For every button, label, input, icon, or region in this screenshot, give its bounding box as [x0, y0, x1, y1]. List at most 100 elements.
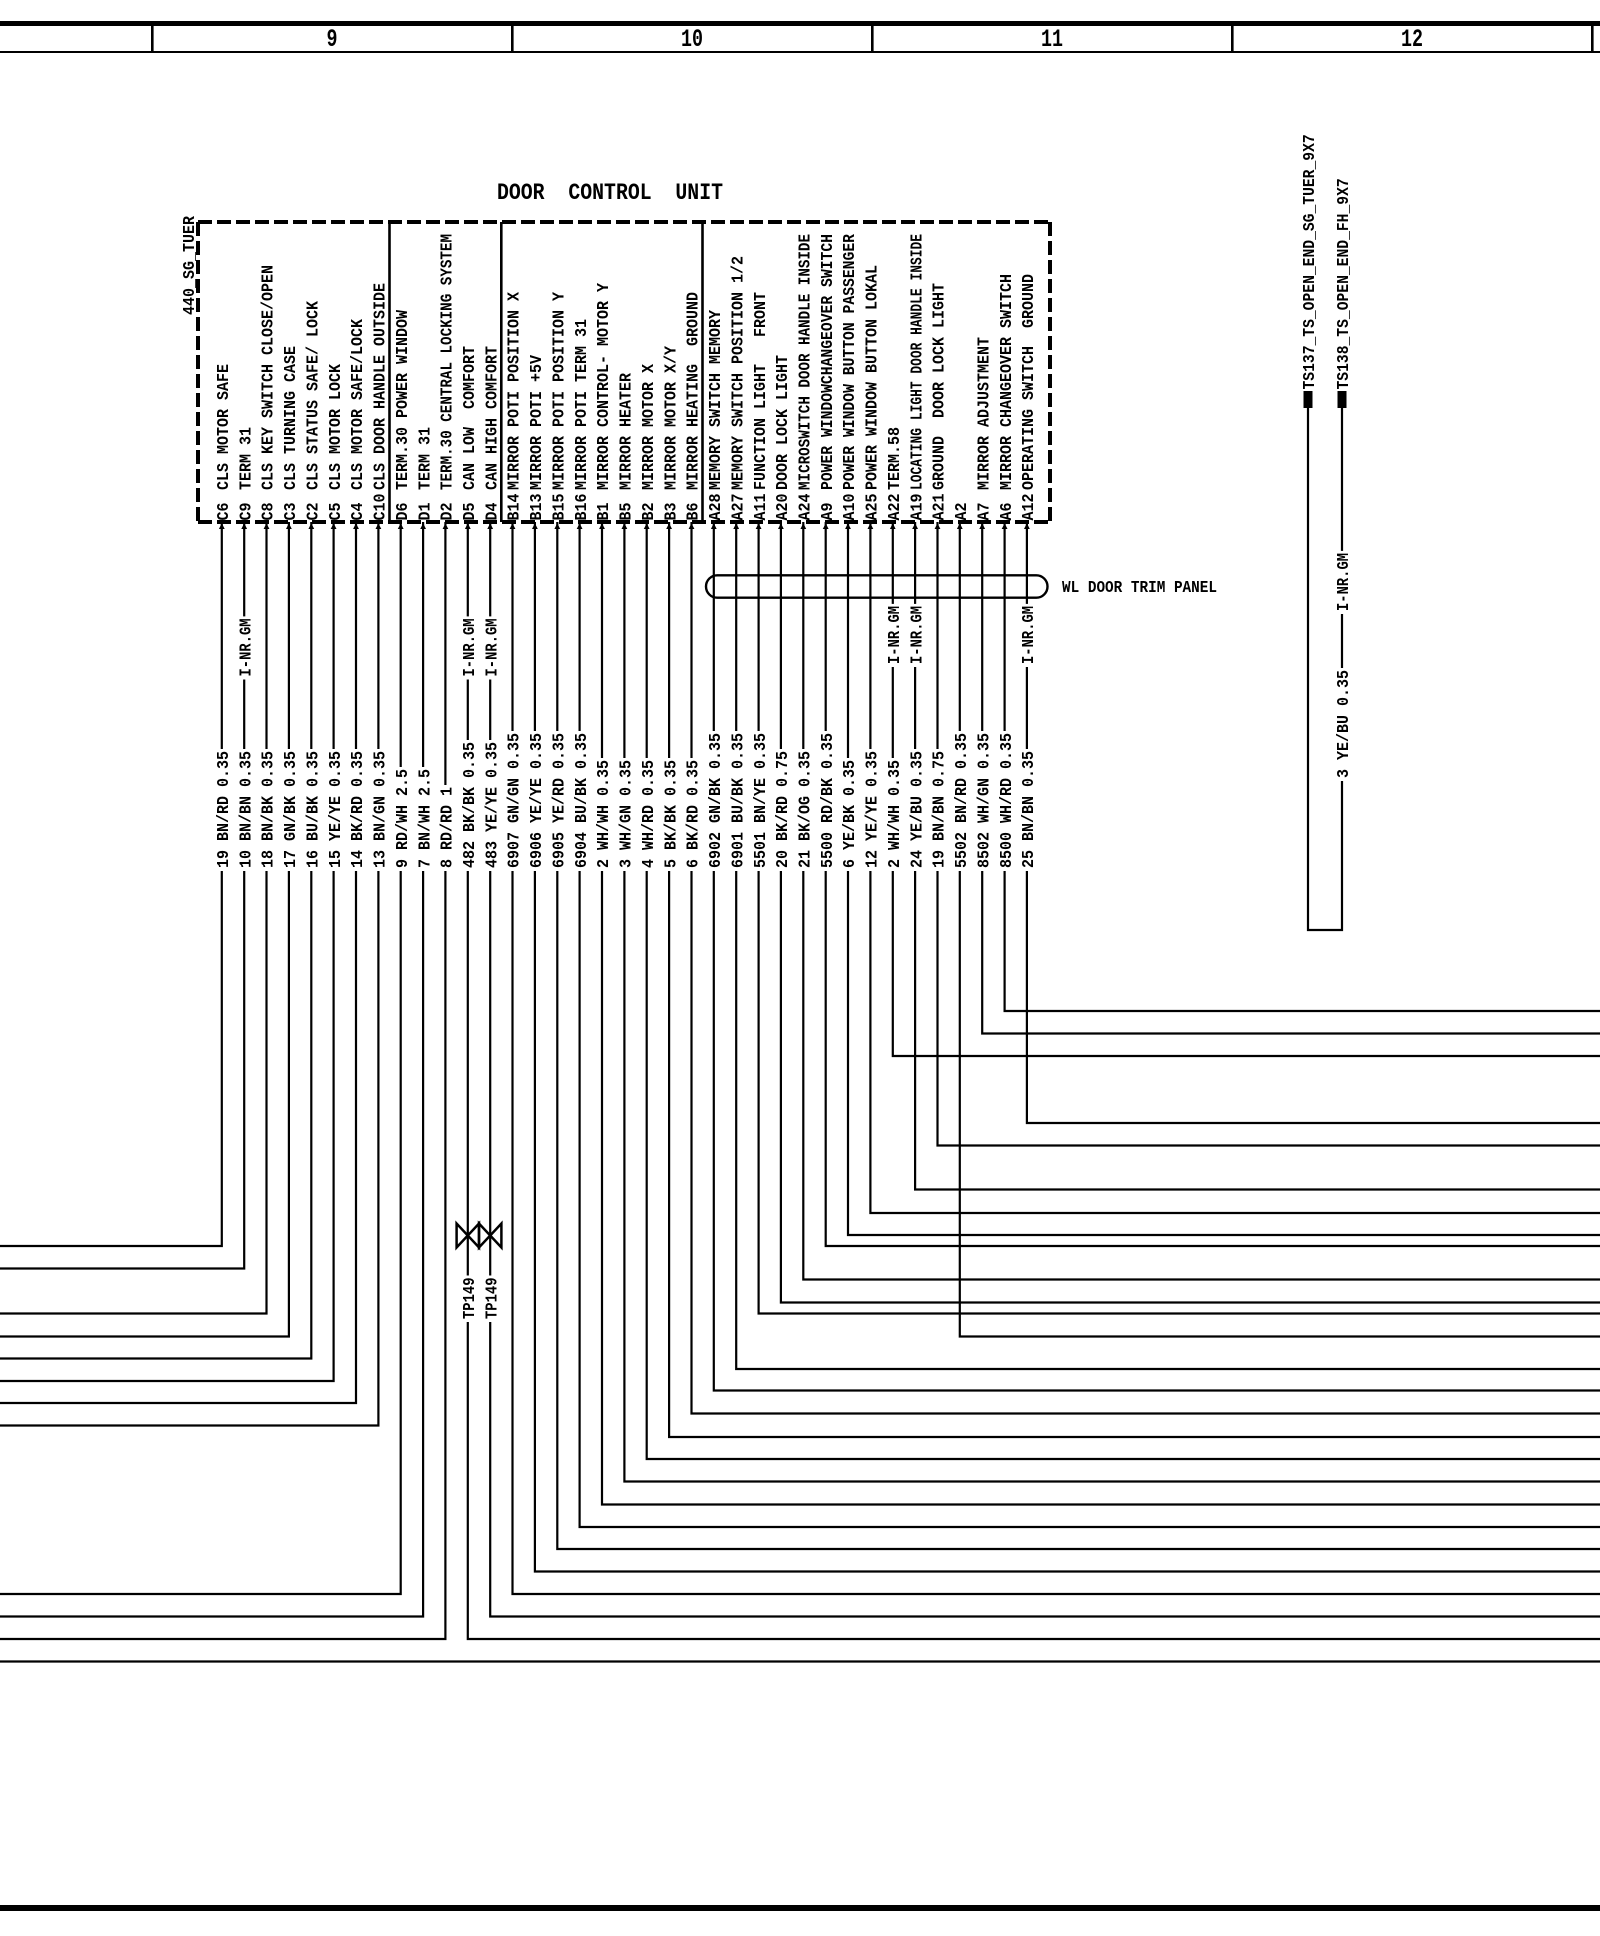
- svg-text:B14: B14: [506, 494, 525, 521]
- svg-text:A21: A21: [931, 494, 950, 521]
- svg-text:A6: A6: [998, 502, 1017, 520]
- svg-text:A20: A20: [774, 494, 793, 521]
- svg-text:MIRROR CHANGEOVER SWITCH: MIRROR CHANGEOVER SWITCH: [998, 274, 1017, 490]
- svg-text:A28: A28: [707, 494, 726, 521]
- svg-text:TS137_TS_OPEN_END_SG_TUER_9X7: TS137_TS_OPEN_END_SG_TUER_9X7: [1301, 134, 1320, 389]
- svg-text:I-NR.GM: I-NR.GM: [1020, 606, 1039, 664]
- svg-text:I-NR.GM: I-NR.GM: [908, 606, 927, 664]
- svg-text:5502 BN/RD 0.35: 5502 BN/RD 0.35: [953, 733, 972, 868]
- svg-text:I-NR.GM: I-NR.GM: [1335, 553, 1354, 611]
- svg-text:19 BN/RD 0.35: 19 BN/RD 0.35: [215, 751, 234, 868]
- svg-text:5 BK/BK 0.35: 5 BK/BK 0.35: [662, 760, 681, 868]
- svg-text:A25: A25: [864, 494, 883, 521]
- svg-text:17 GN/BK 0.35: 17 GN/BK 0.35: [282, 751, 301, 868]
- svg-text:CLS TURNING CASE: CLS TURNING CASE: [282, 346, 301, 490]
- svg-text:C8: C8: [260, 503, 279, 521]
- svg-text:7 BN/WH 2.5: 7 BN/WH 2.5: [416, 769, 435, 868]
- svg-text:B16: B16: [573, 494, 592, 521]
- svg-text:TERM.30 CENTRAL LOCKING SYSTEM: TERM.30 CENTRAL LOCKING SYSTEM: [439, 234, 458, 490]
- svg-text:B15: B15: [551, 494, 570, 521]
- svg-text:MIRROR POTI POSITION Y: MIRROR POTI POSITION Y: [551, 291, 570, 490]
- svg-text:MEMORY SWITCH MEMORY: MEMORY SWITCH MEMORY: [707, 309, 726, 490]
- svg-text:6904 BU/BK 0.35: 6904 BU/BK 0.35: [573, 733, 592, 868]
- svg-text:482 BK/BK 0.35: 482 BK/BK 0.35: [461, 742, 480, 868]
- svg-text:6905 YE/RD 0.35: 6905 YE/RD 0.35: [551, 733, 570, 868]
- svg-text:CAN LOW COMFORT: CAN LOW COMFORT: [461, 346, 480, 490]
- svg-text:I-NR.GM: I-NR.GM: [461, 618, 480, 676]
- svg-text:D1: D1: [416, 503, 435, 521]
- svg-text:12: 12: [1401, 25, 1423, 54]
- svg-text:10 BN/BN 0.35: 10 BN/BN 0.35: [237, 751, 256, 868]
- svg-text:MIRROR POTI +5V: MIRROR POTI +5V: [528, 354, 547, 490]
- svg-text:CLS MOTOR SAFE: CLS MOTOR SAFE: [215, 364, 234, 490]
- svg-text:GROUND DOOR LOCK LIGHT: GROUND DOOR LOCK LIGHT: [931, 283, 950, 490]
- svg-text:C2: C2: [305, 503, 324, 521]
- svg-text:20 BK/RD 0.75: 20 BK/RD 0.75: [774, 751, 793, 868]
- svg-text:4 WH/RD 0.35: 4 WH/RD 0.35: [640, 760, 659, 868]
- svg-text:CAN HIGH COMFORT: CAN HIGH COMFORT: [483, 346, 502, 490]
- svg-text:C4: C4: [349, 503, 368, 521]
- svg-text:B2: B2: [640, 503, 659, 521]
- svg-text:A22: A22: [886, 494, 905, 521]
- svg-text:B3: B3: [662, 503, 681, 521]
- svg-text:3 YE/BU 0.35: 3 YE/BU 0.35: [1335, 670, 1354, 778]
- svg-text:I-NR.GM: I-NR.GM: [483, 618, 502, 676]
- svg-text:5501 BN/YE 0.35: 5501 BN/YE 0.35: [752, 733, 771, 868]
- svg-text:2 WH/WH 0.35: 2 WH/WH 0.35: [595, 760, 614, 868]
- svg-text:6901 BU/BK 0.35: 6901 BU/BK 0.35: [729, 733, 748, 868]
- svg-text:A24: A24: [797, 494, 816, 521]
- svg-text:C3: C3: [282, 503, 301, 521]
- svg-text:8502 WH/GN 0.35: 8502 WH/GN 0.35: [975, 733, 994, 868]
- svg-text:MIRROR HEATING GROUND: MIRROR HEATING GROUND: [685, 292, 704, 490]
- svg-text:POWER WINDOW BUTTON PASSENGER: POWER WINDOW BUTTON PASSENGER: [841, 233, 860, 490]
- svg-text:I-NR.GM: I-NR.GM: [886, 606, 905, 664]
- svg-text:A11: A11: [752, 494, 771, 521]
- svg-text:A10: A10: [841, 494, 860, 521]
- svg-text:25 BN/BN 0.35: 25 BN/BN 0.35: [1020, 751, 1039, 868]
- svg-text:A2: A2: [953, 503, 972, 521]
- svg-text:I-NR.GM: I-NR.GM: [237, 618, 256, 676]
- svg-text:3 WH/GN 0.35: 3 WH/GN 0.35: [618, 760, 637, 868]
- svg-text:TERM 31: TERM 31: [416, 427, 435, 490]
- svg-text:18 BN/BK 0.35: 18 BN/BK 0.35: [260, 751, 279, 868]
- svg-text:CLS DOOR HANDLE OUTSIDE: CLS DOOR HANDLE OUTSIDE: [372, 283, 391, 490]
- svg-text:6 BK/RD 0.35: 6 BK/RD 0.35: [685, 760, 704, 868]
- svg-text:TP149: TP149: [461, 1278, 480, 1320]
- svg-text:CLS MOTOR LOCK: CLS MOTOR LOCK: [327, 363, 346, 490]
- svg-text:TS138_TS_OPEN_END_FH_9X7: TS138_TS_OPEN_END_FH_9X7: [1335, 178, 1354, 389]
- svg-text:A9: A9: [819, 503, 838, 521]
- svg-text:MIRROR HEATER: MIRROR HEATER: [618, 372, 637, 490]
- svg-text:MIRROR MOTOR X: MIRROR MOTOR X: [640, 363, 659, 490]
- svg-text:A19: A19: [908, 494, 927, 521]
- svg-text:B1: B1: [595, 503, 614, 521]
- svg-text:6902 GN/BK 0.35: 6902 GN/BK 0.35: [707, 733, 726, 868]
- svg-text:D6: D6: [394, 503, 413, 521]
- svg-text:B13: B13: [528, 494, 547, 521]
- svg-text:5500 RD/BK 0.35: 5500 RD/BK 0.35: [819, 733, 838, 868]
- svg-text:MIRROR POTI POSITION X: MIRROR POTI POSITION X: [506, 291, 525, 490]
- svg-text:MIRROR CONTROL- MOTOR Y: MIRROR CONTROL- MOTOR Y: [595, 282, 614, 490]
- svg-text:9: 9: [327, 25, 338, 54]
- svg-text:D2: D2: [439, 503, 458, 521]
- svg-text:C6: C6: [215, 503, 234, 521]
- svg-text:A12: A12: [1020, 494, 1039, 521]
- svg-text:C9: C9: [237, 503, 256, 521]
- svg-text:DOOR LOCK LIGHT: DOOR LOCK LIGHT: [774, 355, 793, 490]
- svg-text:CLS STATUS SAFE/ LOCK: CLS STATUS SAFE/ LOCK: [305, 300, 324, 490]
- svg-text:B5: B5: [618, 503, 637, 521]
- svg-text:CLS KEY SWITCH CLOSE/OPEN: CLS KEY SWITCH CLOSE/OPEN: [260, 265, 279, 490]
- svg-text:DOOR CONTROL UNIT: DOOR CONTROL UNIT: [497, 180, 723, 206]
- svg-text:MICROSWITCH DOOR HANDLE INSIDE: MICROSWITCH DOOR HANDLE INSIDE: [797, 234, 816, 490]
- svg-text:A7: A7: [975, 503, 994, 521]
- svg-text:A27: A27: [729, 494, 748, 521]
- svg-text:11: 11: [1041, 25, 1063, 54]
- svg-text:OPERATING SWITCH GROUND: OPERATING SWITCH GROUND: [1020, 274, 1039, 490]
- svg-text:8 RD/RD 1: 8 RD/RD 1: [439, 787, 458, 868]
- svg-text:POWER WINDOWCHANGEOVER SWITCH: POWER WINDOWCHANGEOVER SWITCH: [819, 234, 838, 490]
- svg-text:B6: B6: [685, 503, 704, 521]
- svg-text:14 BK/RD 0.35: 14 BK/RD 0.35: [349, 751, 368, 868]
- svg-text:16 BU/BK 0.35: 16 BU/BK 0.35: [305, 751, 324, 868]
- svg-text:POWER WINDOW BUTTON LOKAL: POWER WINDOW BUTTON LOKAL: [864, 265, 883, 490]
- svg-text:TERM.30 POWER WINDOW: TERM.30 POWER WINDOW: [394, 309, 413, 490]
- svg-text:MIRROR POTI TERM 31: MIRROR POTI TERM 31: [573, 319, 592, 490]
